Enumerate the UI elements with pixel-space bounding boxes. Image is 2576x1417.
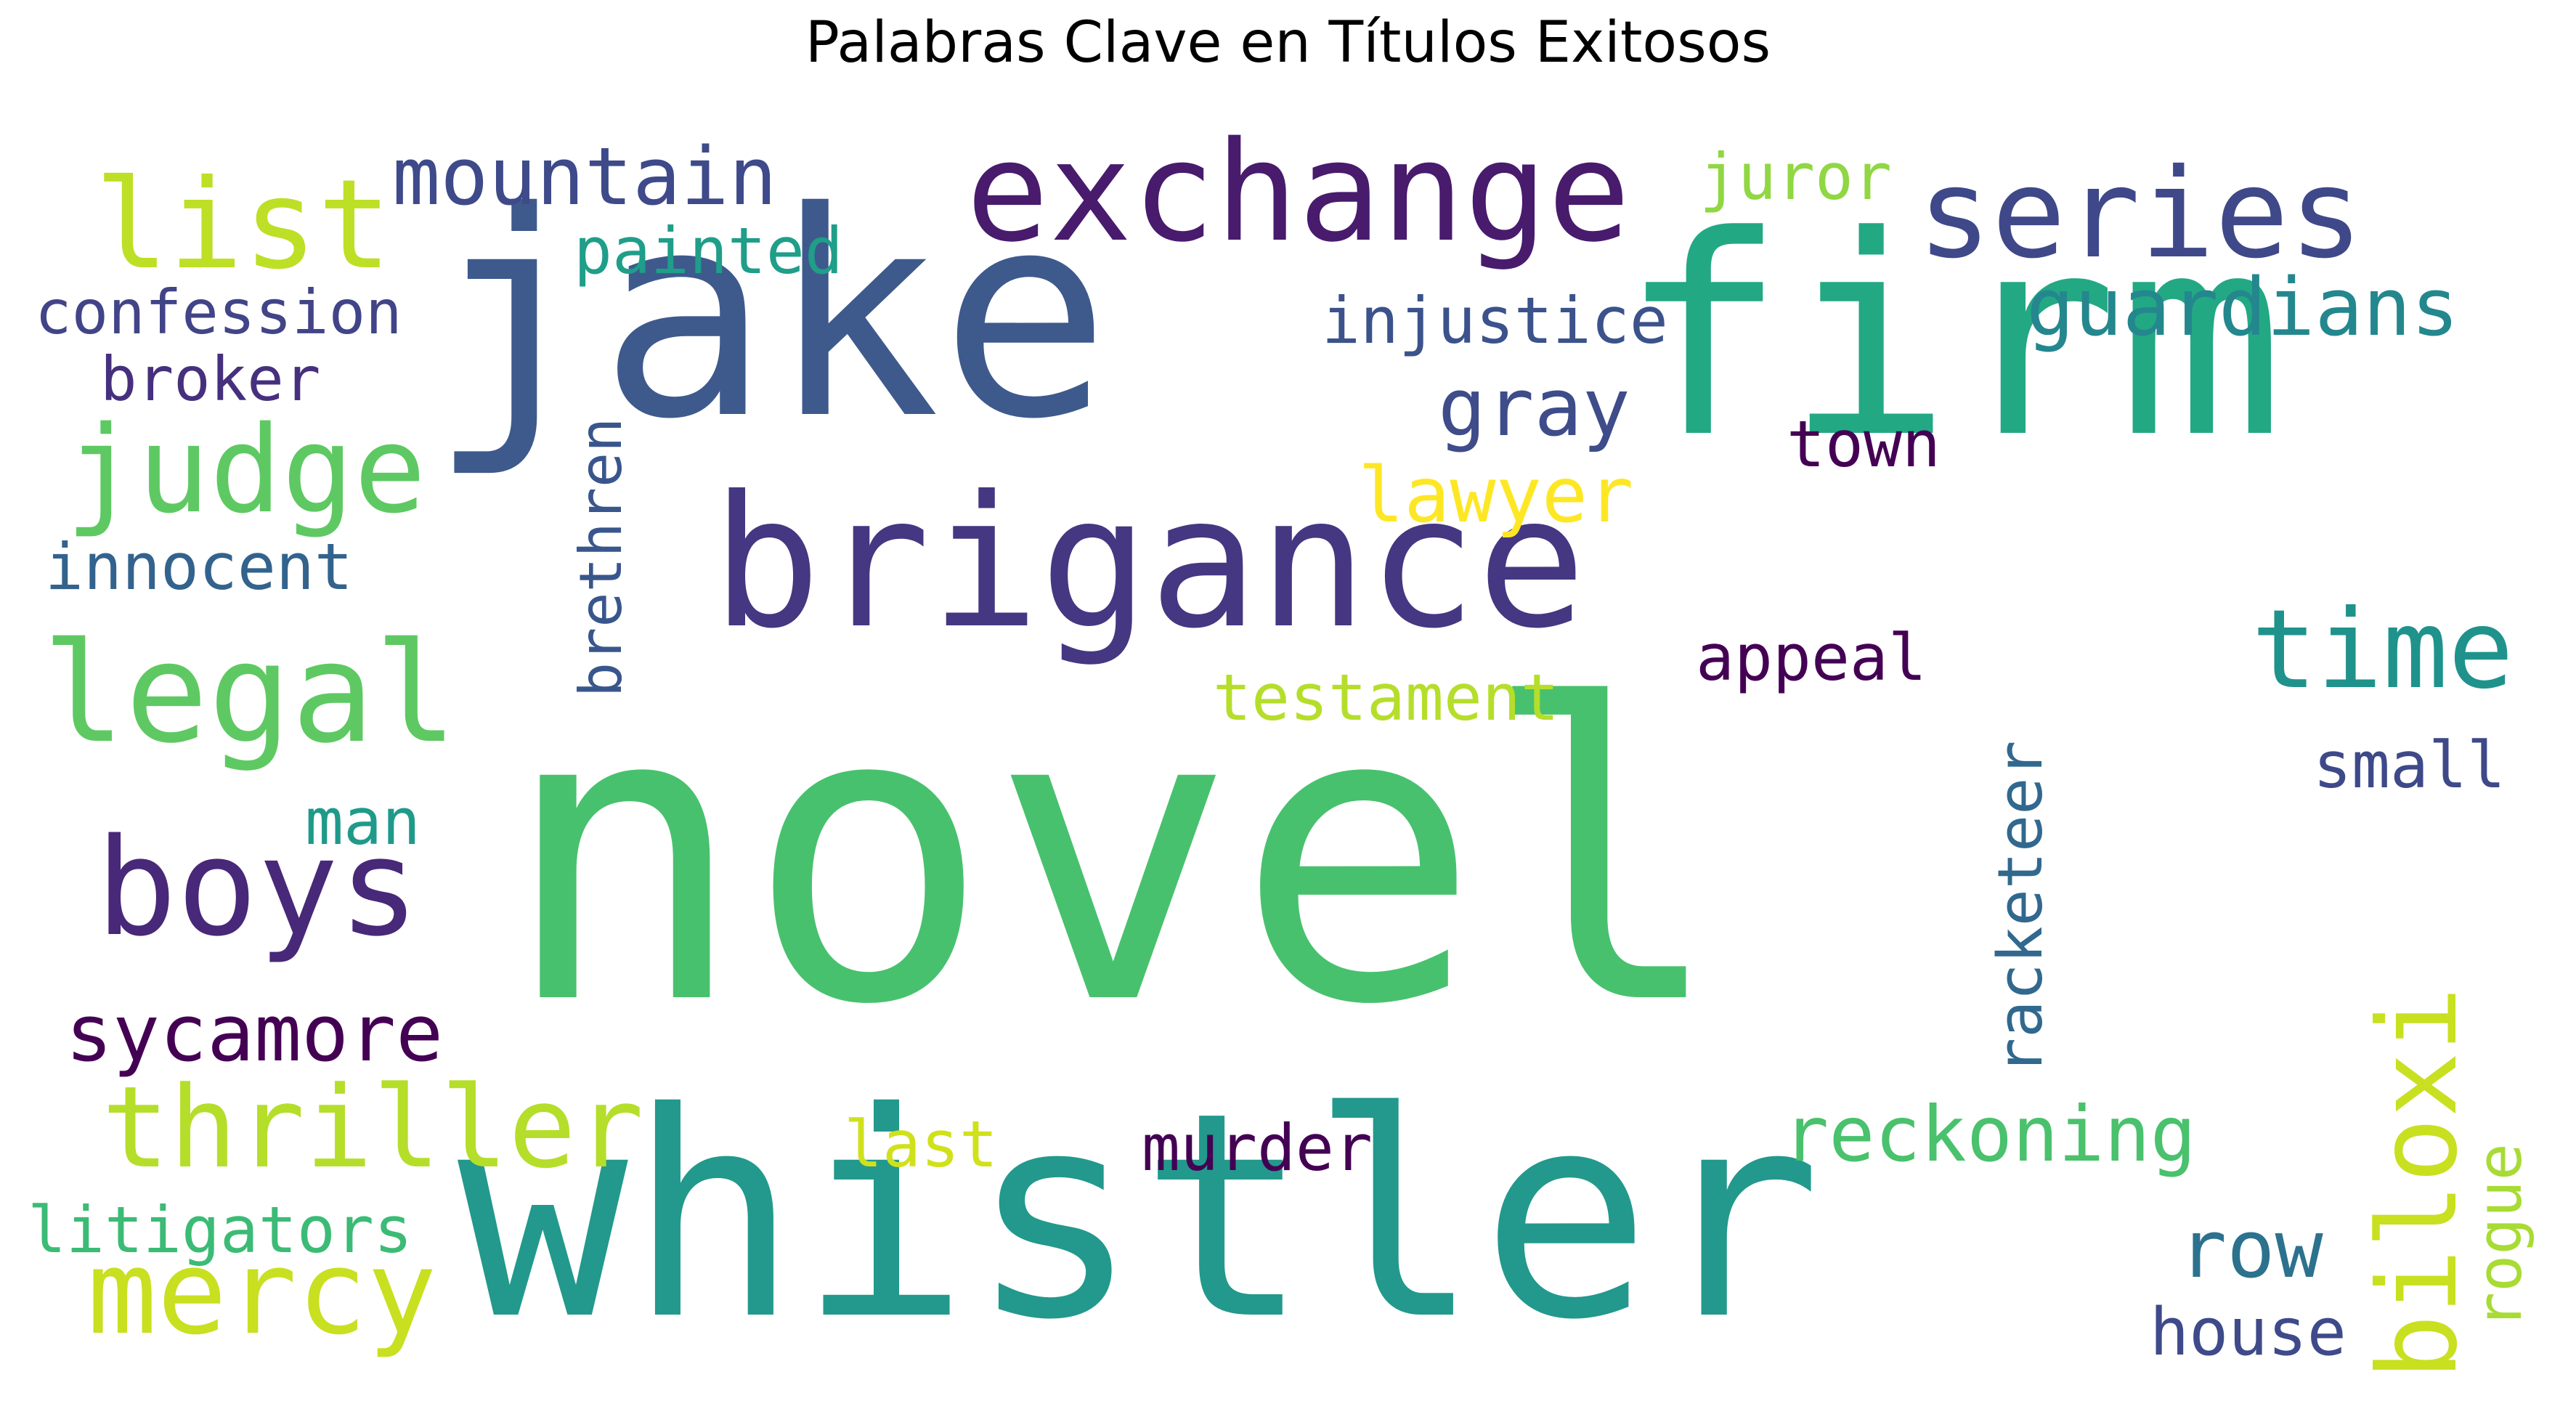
word-firm: firm (1620, 176, 2285, 498)
word-mountain: mountain (392, 130, 777, 223)
word-last: last (844, 1107, 998, 1182)
word-racketeer: racketeer (1985, 740, 2057, 1075)
word-judge: judge (65, 400, 426, 540)
word-biloxi: biloxi (2355, 986, 2482, 1380)
word-innocent: innocent (45, 529, 353, 604)
word-exchange: exchange (966, 112, 1631, 272)
word-mercy: mercy (87, 1225, 437, 1360)
word-testament: testament (1213, 660, 1559, 735)
word-man: man (305, 784, 420, 859)
word-novel: novel (501, 620, 1726, 1094)
word-guardians: guardians (2026, 261, 2460, 354)
word-jake: jake (428, 151, 1111, 481)
word-brethren: brethren (567, 417, 635, 697)
word-injustice: injustice (1322, 283, 1668, 358)
chart-title: Palabras Clave en Títulos Exitosos (805, 10, 1771, 76)
word-list: list (94, 153, 392, 297)
word-sycamore: sycamore (65, 988, 444, 1079)
word-series: series (1917, 142, 2364, 286)
word-rogue: rogue (2464, 1143, 2536, 1329)
word-broker: broker (100, 344, 321, 415)
word-reckoning: reckoning (1783, 1090, 2196, 1179)
word-appeal: appeal (1696, 620, 1927, 695)
word-brigance: brigance (712, 457, 1587, 668)
word-lawyer: lawyer (1358, 451, 1634, 540)
word-thriller: thriller (102, 1062, 644, 1193)
word-legal: legal (42, 613, 458, 774)
word-litigators: litigators (28, 1193, 413, 1267)
word-row: row (2179, 1203, 2323, 1296)
word-small: small (2313, 728, 2506, 803)
word-painted: painted (574, 214, 843, 288)
word-boys: boys (96, 809, 420, 966)
word-gray: gray (1438, 361, 1630, 454)
word-juror: juror (1699, 139, 1892, 214)
word-town: town (1787, 407, 1941, 482)
word-house: house (2150, 1294, 2347, 1371)
word-confession: confession (35, 277, 402, 348)
word-murder: murder (1142, 1111, 1373, 1185)
word-time: time (2251, 587, 2514, 713)
word-whistler: whistler (458, 1052, 1822, 1381)
